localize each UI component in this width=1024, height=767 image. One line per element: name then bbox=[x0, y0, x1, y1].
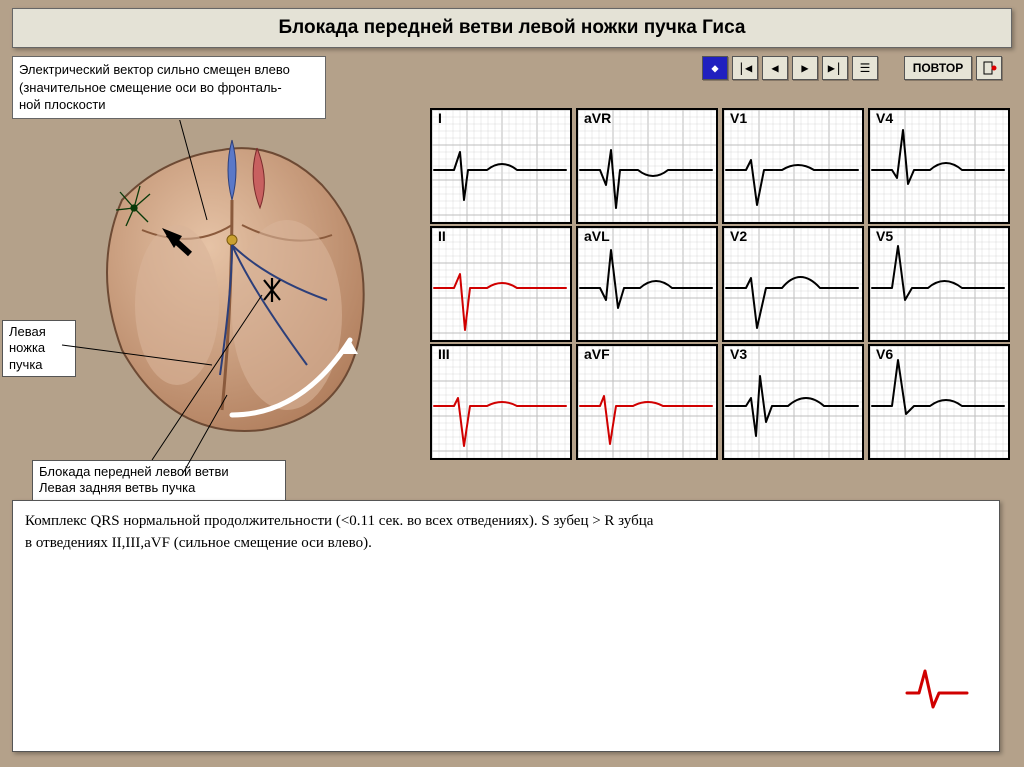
ecg-lead-label: V4 bbox=[874, 110, 895, 126]
list-icon: ☰ bbox=[860, 61, 871, 75]
title-text: Блокада передней ветви левой ножки пучка… bbox=[279, 17, 746, 39]
last-button[interactable]: ▶| bbox=[822, 56, 848, 80]
ecg-lead-label: V2 bbox=[728, 228, 749, 244]
ecg-lead-label: V6 bbox=[874, 346, 895, 362]
first-button[interactable]: |◀ bbox=[732, 56, 758, 80]
next-button[interactable]: ▶ bbox=[792, 56, 818, 80]
ecg-lead-label: V1 bbox=[728, 110, 749, 126]
ecg-lead-v4: V4 bbox=[868, 108, 1010, 224]
ecg-logo-icon bbox=[905, 661, 969, 711]
ecg-lead-v2: V2 bbox=[722, 226, 864, 342]
ecg-lead-label: aVF bbox=[582, 346, 612, 362]
list-button[interactable]: ☰ bbox=[852, 56, 878, 80]
ecg-lead-label: V3 bbox=[728, 346, 749, 362]
page-title: Блокада передней ветви левой ножки пучка… bbox=[12, 8, 1012, 48]
heart-diagram: Левая ножка пучка Блокада передней левой… bbox=[12, 120, 402, 470]
ecg-lead-avl: aVL bbox=[576, 226, 718, 342]
ecg-lead-v6: V6 bbox=[868, 344, 1010, 460]
vector-description: Электрический вектор сильно смещен влево… bbox=[12, 56, 326, 119]
nav-toolbar: ◆ |◀ ◀ ▶ ▶| ☰ ПОВТОР bbox=[702, 56, 1002, 80]
ecg-lead-iii: III bbox=[430, 344, 572, 460]
prev-icon: ◀ bbox=[771, 61, 778, 75]
help-icon: ◆ bbox=[711, 61, 718, 75]
ecg-lead-avr: aVR bbox=[576, 108, 718, 224]
ecg-lead-label: III bbox=[436, 346, 452, 362]
ecg-lead-label: aVL bbox=[582, 228, 612, 244]
vector-description-text: Электрический вектор сильно смещен влево… bbox=[19, 62, 290, 112]
ecg-lead-i: I bbox=[430, 108, 572, 224]
help-button[interactable]: ◆ bbox=[702, 56, 728, 80]
next-icon: ▶ bbox=[801, 61, 808, 75]
last-icon: ▶| bbox=[828, 61, 842, 75]
findings-line-2: в отведениях II,III,aVF (сильное смещени… bbox=[25, 533, 987, 555]
ecg-lead-label: II bbox=[436, 228, 448, 244]
exit-button[interactable] bbox=[976, 56, 1002, 80]
ecg-lead-label: I bbox=[436, 110, 444, 126]
exit-icon bbox=[981, 60, 997, 76]
repeat-button[interactable]: ПОВТОР bbox=[904, 56, 972, 80]
ecg-lead-v3: V3 bbox=[722, 344, 864, 460]
findings-line-1: Комплекс QRS нормальной продолжительност… bbox=[25, 511, 987, 533]
leader-lines bbox=[12, 120, 402, 520]
first-icon: |◀ bbox=[738, 61, 752, 75]
ecg-lead-label: V5 bbox=[874, 228, 895, 244]
ecg-lead-v1: V1 bbox=[722, 108, 864, 224]
repeat-label: ПОВТОР bbox=[913, 61, 964, 75]
ecg-lead-label: aVR bbox=[582, 110, 613, 126]
prev-button[interactable]: ◀ bbox=[762, 56, 788, 80]
ecg-lead-grid: IaVR V1 V4 II aVL V2 V5 III aVF V3 V6 bbox=[430, 108, 1006, 456]
ecg-lead-ii: II bbox=[430, 226, 572, 342]
findings-panel: Комплекс QRS нормальной продолжительност… bbox=[12, 500, 1000, 752]
ecg-lead-avf: aVF bbox=[576, 344, 718, 460]
ecg-lead-v5: V5 bbox=[868, 226, 1010, 342]
